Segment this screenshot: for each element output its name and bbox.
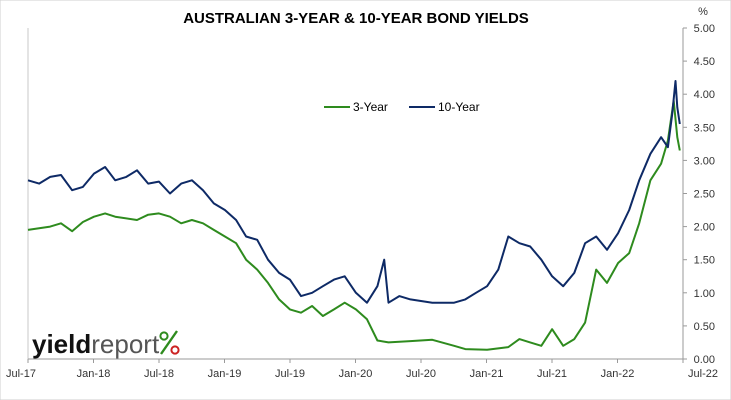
x-tick-label: Jul-17 bbox=[6, 368, 36, 380]
legend: 3-Year 10-Year bbox=[324, 100, 480, 114]
y-tick-label: 4.00 bbox=[694, 89, 715, 101]
percent-icon bbox=[159, 330, 180, 355]
y-tick-label: 2.50 bbox=[694, 189, 715, 201]
y-axis-unit: % bbox=[698, 6, 708, 18]
x-tick-label: Jan-19 bbox=[208, 368, 242, 380]
svg-text:yieldreport: yieldreport bbox=[32, 329, 160, 359]
x-tick-label: Jan-21 bbox=[470, 368, 504, 380]
yieldreport-logo: yieldreport bbox=[32, 329, 180, 359]
y-tick-label: 3.00 bbox=[694, 155, 715, 167]
legend-label-10-year: 10-Year bbox=[438, 100, 480, 114]
y-tick-label: 1.00 bbox=[694, 288, 715, 300]
y-tick-label: 0.50 bbox=[694, 321, 715, 333]
x-tick-label: Jul-20 bbox=[406, 368, 436, 380]
x-tick-label: Jul-18 bbox=[144, 368, 174, 380]
legend-label-3-year: 3-Year bbox=[353, 100, 388, 114]
x-tick-label: Jul-22 bbox=[688, 368, 718, 380]
series-line-3-year bbox=[27, 99, 681, 351]
x-tick-label: Jul-19 bbox=[275, 368, 305, 380]
series-lines bbox=[27, 80, 681, 351]
y-tick-label: 0.00 bbox=[694, 354, 715, 366]
y-tick-label: 2.00 bbox=[694, 222, 715, 234]
x-axis-ticks: Jul-17 Jan-18 Jul-18 Jan-19 Jul-19 Jan-20 Jul-… bbox=[6, 359, 718, 380]
x-tick-label: Jan-18 bbox=[77, 368, 111, 380]
logo-word-report: report bbox=[91, 329, 160, 359]
y-tick-label: 1.50 bbox=[694, 255, 715, 267]
x-tick-label: Jul-21 bbox=[537, 368, 567, 380]
x-tick-label: Jan-22 bbox=[601, 368, 635, 380]
y-tick-label: 3.50 bbox=[694, 122, 715, 134]
y-axis-ticks: 0.00 0.50 1.00 1.50 2.00 2.50 3.00 3.50 4.00 4.50… bbox=[683, 23, 715, 366]
chart-title: AUSTRALIAN 3-YEAR & 10-YEAR BOND YIELDS bbox=[183, 10, 529, 27]
series-line-10-year bbox=[27, 80, 681, 304]
y-tick-label: 4.50 bbox=[694, 56, 715, 68]
x-tick-label: Jan-20 bbox=[339, 368, 373, 380]
logo-word-yield: yield bbox=[32, 329, 91, 359]
y-tick-label: 5.00 bbox=[694, 23, 715, 35]
